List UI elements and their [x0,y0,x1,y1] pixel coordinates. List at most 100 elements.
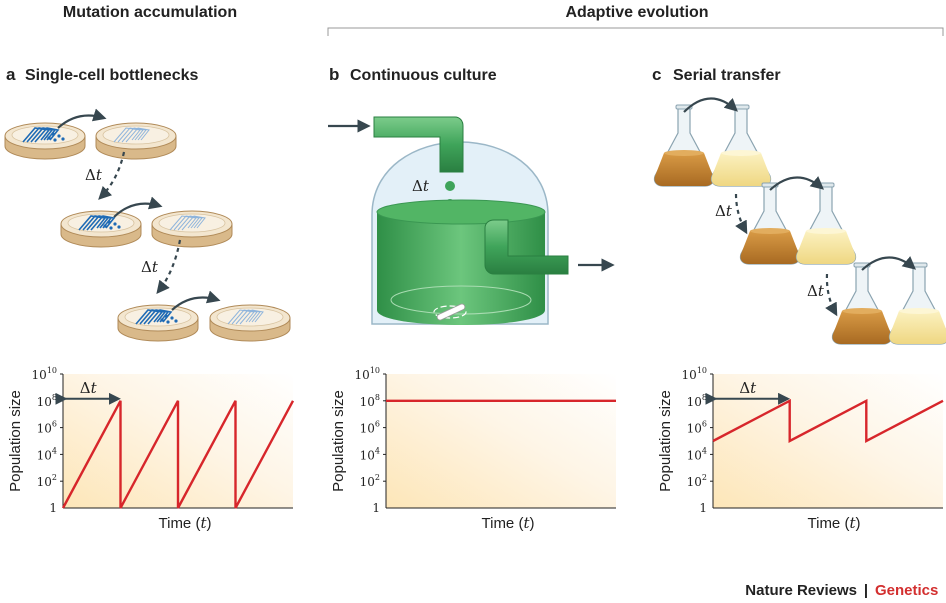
y-tick-label: 104 [687,446,707,462]
outflow-pipe [484,219,569,275]
panel-title-b: Continuous culture [350,67,497,84]
dish-1-source [4,122,86,160]
population-line [712,398,944,443]
delta-var: t [96,166,103,184]
delta-symbol: Δ [85,166,96,184]
panel-title-a: Single-cell bottlenecks [25,67,198,84]
dish-2-source [60,210,142,248]
delta-t-flasks-2: Δt [807,282,825,300]
flask-transfer-arrow-2 [769,176,825,191]
dish-3-target [209,304,291,342]
delta-symbol: Δ [141,258,152,276]
panel-title-c: Serial transfer [673,67,781,84]
adaptive-bracket [327,27,944,36]
flask-2-target [795,182,857,265]
y-tick-label: 106 [37,420,57,436]
period-label: Δt [739,379,757,397]
panel-letter-c: c [652,65,661,84]
culture-surface [376,199,546,225]
transfer-arrow-2 [113,196,163,218]
culture-ring [390,285,532,315]
y-tick-label: 108 [360,393,380,409]
flask-2-source [739,182,801,265]
transfer-arrow-3 [171,290,221,311]
delta-symbol: Δ [715,202,726,220]
y-tick-label: 102 [37,473,57,489]
flask-3-source [831,262,893,345]
y-tick-label: 1010 [355,366,380,382]
delta-symbol: Δ [739,379,750,397]
chart-c: 1 102 104 106 108 1010 Population size Time (t)… [657,366,944,532]
y-tick-label: 1 [49,501,57,515]
chemostat-illustration [328,116,615,325]
y-tick-label: 1 [372,501,380,515]
flask-3-target [888,262,946,345]
y-tick-label: 106 [360,420,380,436]
y-axis-label: Population size [330,390,347,492]
header-adaptive-evolution: Adaptive evolution [565,4,708,21]
delta-arrow-2 [156,239,182,295]
delta-var: t [750,379,757,397]
y-tick-label: 102 [687,473,707,489]
y-tick-label: 1 [699,501,707,515]
y-tick-label: 104 [37,446,57,462]
flask-1-source [653,104,715,187]
inflow-pipe [373,116,464,173]
delta-arrow-1 [98,151,126,200]
footer-separator: | [864,582,868,599]
flask-transfer-arrow-3 [861,256,917,271]
header-mutation-accumulation: Mutation accumulation [63,4,237,21]
panel-letter-a: a [6,65,16,84]
chart-b: 1 102 104 106 108 1010 Population size Time (t) [330,366,616,532]
y-axis-label: Population size [657,390,674,492]
y-tick-label: 106 [687,420,707,436]
stir-motion [433,305,467,319]
x-axis-label: Time (t) [159,514,212,532]
petri-dish-illustration [4,108,291,342]
y-tick-label: 108 [37,393,57,409]
flask-illustration [653,97,946,345]
drop-1 [445,181,455,191]
panel-letter-b: b [329,65,339,84]
delta-var: t [726,202,733,220]
delta-symbol: Δ [807,282,818,300]
dish-1-target [95,122,177,160]
panel-a-title: a Single-cell bottlenecks [6,65,198,84]
footer-journal: Nature Reviews [745,582,857,599]
stir-bar [436,303,466,321]
panel-c-title: c Serial transfer [652,65,781,84]
journal-footer: Nature Reviews | Genetics [745,582,938,599]
chart-background [386,374,616,508]
delta-var: t [818,282,825,300]
population-charts: 1 102 104 106 108 1010 Population size Time (t)… [7,366,944,532]
delta-t-dishes-1: Δt [85,166,103,184]
delta-symbol: Δ [80,379,91,397]
y-tick-label: 108 [687,393,707,409]
flask-transfer-arrow-1 [683,97,738,113]
y-axis-label: Population size [7,390,24,492]
delta-var: t [91,379,98,397]
dish-2-target [151,210,233,248]
delta-t-dishes-2: Δt [141,258,159,276]
flask-delta-arrow-2 [825,273,838,317]
flask-delta-arrow-1 [734,193,748,235]
y-tick-label: 104 [360,446,380,462]
flask-1-target [710,104,772,187]
y-tick-label: 1010 [32,366,57,382]
delta-t-flasks-1: Δt [715,202,733,220]
panel-b-title: b Continuous culture [329,65,497,84]
delta-var: t [152,258,159,276]
dish-3-source [117,304,199,342]
x-axis-label: Time (t) [808,514,861,532]
x-axis-label: Time (t) [482,514,535,532]
chart-a: 1 102 104 106 108 1010 Population size Time (t)… [7,366,295,532]
y-tick-label: 1010 [682,366,707,382]
delta-t-chemostat: Δt [412,177,430,195]
delta-symbol: Δ [412,177,423,195]
footer-section: Genetics [875,582,938,599]
population-line [61,400,295,509]
y-tick-label: 102 [360,473,380,489]
transfer-arrow-1 [57,108,107,129]
